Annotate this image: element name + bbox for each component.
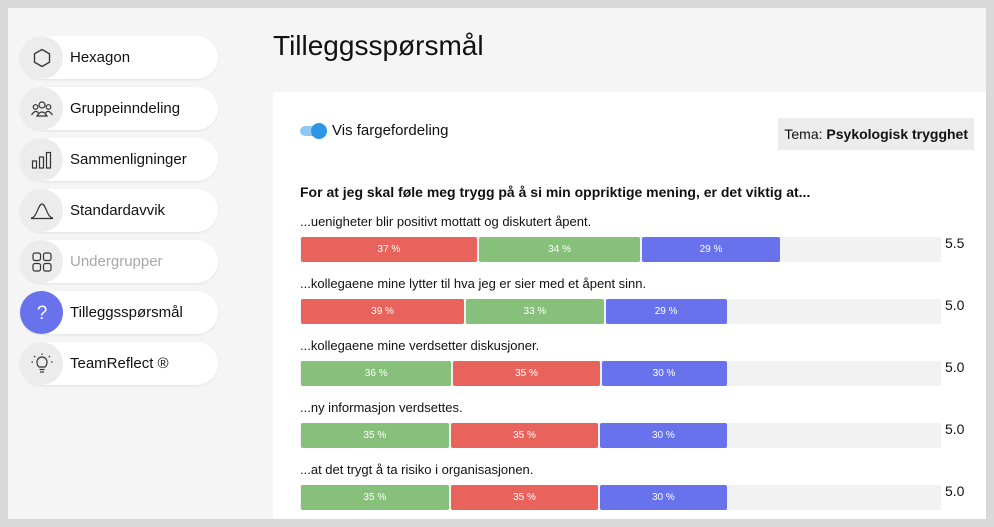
sidebar-item-label: Undergrupper: [70, 253, 163, 270]
sidebar-item-label: Hexagon: [70, 49, 131, 66]
sidebar-item-sammenligninger[interactable]: Sammenligninger: [20, 138, 218, 181]
question-item-label: ...kollegaene mine verdsetter diskusjone…: [300, 338, 540, 353]
distribution-bar: 35 % 35 % 30 %: [300, 423, 941, 448]
bell-curve-icon: [20, 189, 63, 232]
bar-chart-icon: [20, 138, 63, 181]
bar-segment-blue: 30 %: [600, 485, 727, 510]
question-item: ...ny informasjon verdsettes. 35 % 35 % 30 …: [300, 398, 980, 460]
bar-segment-blue: 30 %: [601, 361, 727, 386]
sidebar-item-undergrupper[interactable]: Undergrupper: [20, 240, 218, 283]
score-value: 5.5: [945, 235, 965, 251]
color-distribution-toggle[interactable]: [300, 122, 327, 139]
sidebar-item-gruppeinndeling[interactable]: Gruppeinndeling: [20, 87, 218, 130]
question-item-label: ...at det trygt å ta risiko i organisasj…: [300, 462, 534, 477]
question-item-label: ...uenigheter blir positivt mottatt og d…: [300, 214, 592, 229]
theme-value: Psykologisk trygghet: [826, 126, 968, 142]
sidebar-item-teamreflect[interactable]: TeamReflect ®: [20, 342, 218, 385]
toggle-knob: [311, 122, 327, 139]
theme-prefix: Tema:: [784, 126, 823, 142]
hexagon-icon: [20, 36, 63, 79]
bar-segment-blue: 30 %: [600, 423, 727, 448]
question-item: ...uenigheter blir positivt mottatt og d…: [300, 212, 980, 274]
sidebar-item-tilleggssporsmal[interactable]: ? Tilleggsspørsmål: [20, 291, 218, 334]
score-value: 5.0: [945, 483, 965, 499]
question-heading: For at jeg skal føle meg trygg på å si m…: [300, 184, 811, 200]
sidebar-item-label: Standardavvik: [70, 202, 166, 219]
question-icon: ?: [20, 291, 63, 334]
score-value: 5.0: [945, 421, 965, 437]
bar-segment-green: 33 %: [466, 299, 604, 324]
page-title: Tilleggsspørsmål: [273, 30, 484, 61]
bar-segment-green: 34 %: [478, 237, 641, 262]
distribution-bar: 35 % 35 % 30 %: [300, 485, 941, 510]
theme-badge: Tema: Psykologisk trygghet: [778, 118, 974, 150]
app-frame: Hexagon Gruppeinndeling Sammenligninger: [8, 8, 986, 519]
question-item: ...kollegaene mine verdsetter diskusjone…: [300, 336, 980, 398]
bar-segment-blue: 29 %: [605, 299, 727, 324]
sidebar: Hexagon Gruppeinndeling Sammenligninger: [20, 36, 220, 393]
score-value: 5.0: [945, 359, 965, 375]
question-item: ...at det trygt å ta risiko i organisasj…: [300, 460, 980, 519]
distribution-bar: 36 % 35 % 30 %: [300, 361, 941, 386]
sidebar-item-label: Gruppeinndeling: [70, 100, 181, 117]
distribution-bar: 37 % 34 % 29 %: [300, 237, 941, 262]
score-value: 5.0: [945, 297, 965, 313]
distribution-bar: 39 % 33 % 29 %: [300, 299, 941, 324]
bar-segment-green: 35 %: [301, 423, 449, 448]
sidebar-item-label: Tilleggsspørsmål: [70, 304, 183, 321]
color-distribution-toggle-row: Vis fargefordeling: [300, 122, 448, 139]
question-item-label: ...ny informasjon verdsettes.: [300, 400, 463, 415]
bar-segment-blue: 29 %: [642, 237, 780, 262]
bar-segment-green: 35 %: [301, 485, 449, 510]
question-items: ...uenigheter blir positivt mottatt og d…: [300, 212, 980, 519]
bar-segment-red: 35 %: [450, 423, 599, 448]
bar-segment-red: 35 %: [450, 485, 599, 510]
bar-segment-red: 39 %: [301, 299, 465, 324]
bar-segment-red: 37 %: [301, 237, 477, 262]
sidebar-item-label: TeamReflect ®: [70, 355, 169, 372]
toggle-label: Vis fargefordeling: [332, 122, 449, 139]
sidebar-item-standardavvik[interactable]: Standardavvik: [20, 189, 218, 232]
grid-icon: [20, 240, 63, 283]
bar-segment-red: 35 %: [453, 361, 600, 386]
svg-text:?: ?: [36, 303, 47, 324]
question-item: ...kollegaene mine lytter til hva jeg er…: [300, 274, 980, 336]
lightbulb-icon: [20, 342, 63, 385]
bar-segment-green: 36 %: [301, 361, 452, 386]
people-group-icon: [20, 87, 63, 130]
sidebar-item-hexagon[interactable]: Hexagon: [20, 36, 218, 79]
sidebar-item-label: Sammenligninger: [70, 151, 187, 168]
question-item-label: ...kollegaene mine lytter til hva jeg er…: [300, 276, 647, 291]
questions-card: Vis fargefordeling Tema: Psykologisk try…: [273, 92, 986, 519]
